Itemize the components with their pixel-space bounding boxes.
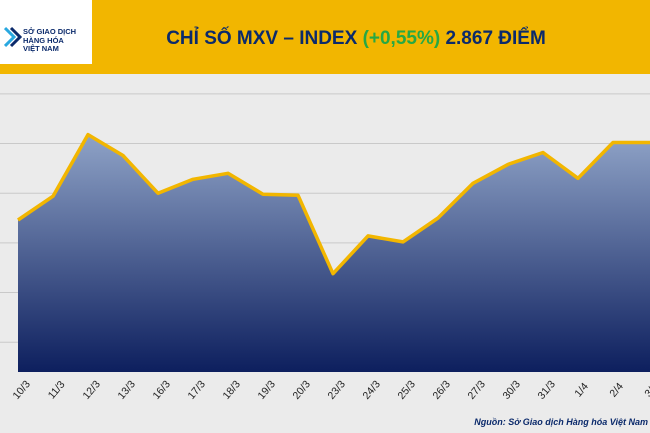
x-tick-label-3: 13/3	[116, 378, 138, 401]
x-tick-label-9: 23/3	[326, 378, 348, 401]
x-tick-label-10: 24/3	[361, 378, 383, 401]
logo-line-2: HÀNG HÓA	[23, 35, 64, 45]
logo-line-3: VIỆT NAM	[23, 44, 59, 53]
x-tick-label-16: 1/4	[572, 381, 591, 400]
x-tick-label-4: 16/3	[151, 378, 173, 401]
x-tick-label-6: 18/3	[221, 378, 243, 401]
x-tick-label-0: 10/3	[11, 378, 33, 401]
x-tick-label-1: 11/3	[46, 379, 68, 402]
logo: SỞ GIAO DỊCH HÀNG HÓA VIỆT NAM	[0, 0, 92, 64]
chart-title: CHỈ SỐ MXV – INDEX (+0,55%) 2.867 ĐIỂM	[96, 28, 616, 50]
title-prefix: CHỈ SỐ MXV – INDEX	[166, 28, 363, 49]
source-note: Nguồn: Sở Giao dịch Hàng hóa Việt Nam	[474, 417, 648, 427]
x-tick-label-17: 2/4	[607, 381, 626, 400]
x-tick-label-5: 17/3	[186, 378, 208, 401]
logo-chevron-icon	[4, 26, 22, 48]
x-tick-label-13: 27/3	[466, 378, 488, 401]
logo-text: SỞ GIAO DỊCH HÀNG HÓA VIỆT NAM	[23, 27, 93, 54]
x-tick-label-2: 12/3	[81, 378, 103, 401]
index-line	[17, 132, 650, 276]
x-tick-label-12: 26/3	[431, 378, 453, 401]
title-change: (+0,55%)	[362, 28, 441, 49]
x-tick-label-14: 30/3	[501, 378, 523, 401]
title-suffix: 2.867 ĐIỂM	[440, 28, 546, 49]
x-tick-label-8: 20/3	[291, 378, 313, 401]
header-banner: SỞ GIAO DỊCH HÀNG HÓA VIỆT NAM CHỈ SỐ MX…	[0, 0, 650, 74]
x-tick-label-18: 3/4	[642, 381, 650, 400]
x-tick-label-7: 19/3	[256, 378, 278, 401]
index-area	[18, 134, 650, 372]
x-tick-label-15: 31/3	[536, 378, 558, 401]
x-tick-label-11: 25/3	[396, 378, 418, 401]
logo-line-1: SỞ GIAO DỊCH	[23, 27, 77, 36]
x-axis-tick-labels: 10/3 11/3 12/3 13/3 16/3 17/3 18/3 19/3 20/3 23/3…	[11, 378, 650, 401]
